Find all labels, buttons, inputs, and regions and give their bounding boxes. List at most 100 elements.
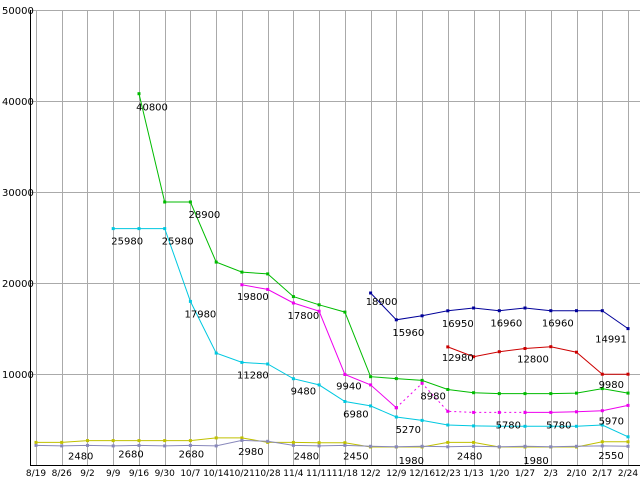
data-point-marker — [369, 444, 373, 448]
point-value-label: 18900 — [366, 297, 398, 308]
data-point-marker — [137, 439, 141, 443]
data-point-marker — [446, 345, 450, 349]
x-tick-label: 10/21 — [229, 469, 255, 479]
point-value-label: 17980 — [184, 309, 216, 320]
x-tick-label: 1/20 — [489, 469, 509, 479]
x-tick-label: 12/23 — [435, 469, 461, 479]
data-point-marker — [394, 377, 398, 381]
series-purple — [34, 438, 630, 449]
data-point-marker — [549, 445, 553, 449]
point-value-label: 5970 — [599, 417, 624, 428]
x-tick-label: 12/9 — [386, 469, 406, 479]
data-point-marker — [137, 443, 141, 447]
point-value-label: 2480 — [457, 451, 482, 462]
data-point-marker — [472, 355, 476, 359]
x-tick-label: 9/30 — [155, 469, 175, 479]
point-value-label: 11280 — [237, 370, 269, 381]
data-point-marker — [266, 439, 270, 443]
data-point-marker — [626, 440, 630, 444]
point-value-label: 12800 — [517, 355, 549, 366]
series-line — [35, 439, 629, 448]
point-value-label: 1980 — [399, 456, 424, 467]
point-value-label: 28900 — [188, 210, 220, 221]
series-green — [137, 92, 630, 396]
data-point-marker — [137, 227, 141, 231]
data-point-marker — [394, 318, 398, 322]
data-point-marker — [626, 444, 630, 448]
data-point-marker — [600, 444, 604, 448]
data-point-marker — [626, 327, 630, 331]
data-point-marker — [60, 440, 64, 444]
data-point-marker — [472, 391, 476, 395]
data-point-marker — [523, 424, 527, 428]
data-point-marker — [549, 410, 553, 414]
point-value-label: 40800 — [136, 103, 168, 114]
point-value-label: 2980 — [238, 447, 263, 458]
point-value-label: 2550 — [598, 451, 623, 462]
x-tick-label: 1/13 — [463, 469, 483, 479]
data-point-marker — [343, 441, 347, 445]
y-tick-label: 30000 — [2, 188, 34, 199]
series-line — [395, 382, 525, 413]
x-tick-label: 9/2 — [80, 469, 94, 479]
data-point-marker — [600, 423, 604, 427]
point-value-label: 25980 — [111, 237, 143, 248]
point-value-label: 19800 — [237, 292, 269, 303]
series-navy — [369, 291, 630, 331]
x-tick-label: 2/24 — [618, 469, 638, 479]
x-tick-label: 12/16 — [409, 469, 435, 479]
y-tick-label: 40000 — [2, 97, 34, 108]
data-point-marker — [240, 283, 244, 287]
data-point-marker — [472, 410, 476, 414]
data-point-marker — [523, 410, 527, 414]
x-tick-label: 10/7 — [180, 469, 200, 479]
point-value-label: 17800 — [287, 311, 319, 322]
data-point-marker — [394, 445, 398, 449]
x-tick-label: 2/17 — [592, 469, 612, 479]
data-point-marker — [600, 372, 604, 376]
data-point-marker — [86, 443, 89, 447]
data-point-marker — [600, 309, 604, 313]
data-point-marker — [369, 291, 373, 295]
point-value-label: 8980 — [420, 391, 445, 402]
point-value-label: 16960 — [490, 319, 522, 330]
data-point-marker — [111, 444, 115, 448]
point-value-label: 5270 — [396, 425, 421, 436]
series-line — [447, 346, 628, 375]
data-point-marker — [34, 443, 38, 447]
data-point-marker — [291, 377, 295, 381]
x-tick-label: 9/9 — [106, 469, 121, 479]
data-point-marker — [188, 299, 192, 303]
data-point-marker — [420, 418, 424, 422]
data-point-marker — [523, 347, 527, 350]
data-point-marker — [472, 440, 476, 444]
point-value-label: 2480 — [294, 451, 319, 462]
data-point-marker — [394, 406, 398, 410]
data-point-marker — [575, 410, 578, 414]
data-point-marker — [240, 270, 244, 274]
data-point-marker — [600, 409, 604, 413]
data-point-marker — [137, 92, 141, 96]
data-point-marker — [240, 436, 244, 440]
data-point-marker — [394, 415, 398, 419]
data-point-marker — [549, 392, 553, 396]
series-cyan — [111, 227, 630, 439]
data-point-marker — [266, 272, 270, 276]
data-point-marker — [291, 443, 295, 447]
point-value-label: 16950 — [442, 319, 474, 330]
data-point-marker — [549, 309, 553, 313]
x-tick-label: 1/27 — [515, 469, 535, 479]
data-point-marker — [472, 306, 476, 310]
x-tick-label: 2/3 — [544, 469, 558, 479]
data-point-marker — [446, 388, 450, 391]
data-point-marker — [497, 424, 501, 428]
data-point-marker — [446, 445, 450, 449]
data-point-marker — [317, 441, 321, 445]
data-point-marker — [163, 444, 167, 448]
data-point-marker — [420, 381, 424, 385]
data-point-marker — [575, 309, 578, 313]
y-tick-label: 10000 — [2, 370, 34, 381]
point-labels: 40800 28900 25980 25980 17980 11280 9480 6980 52… — [68, 103, 627, 467]
data-point-marker — [523, 392, 527, 396]
